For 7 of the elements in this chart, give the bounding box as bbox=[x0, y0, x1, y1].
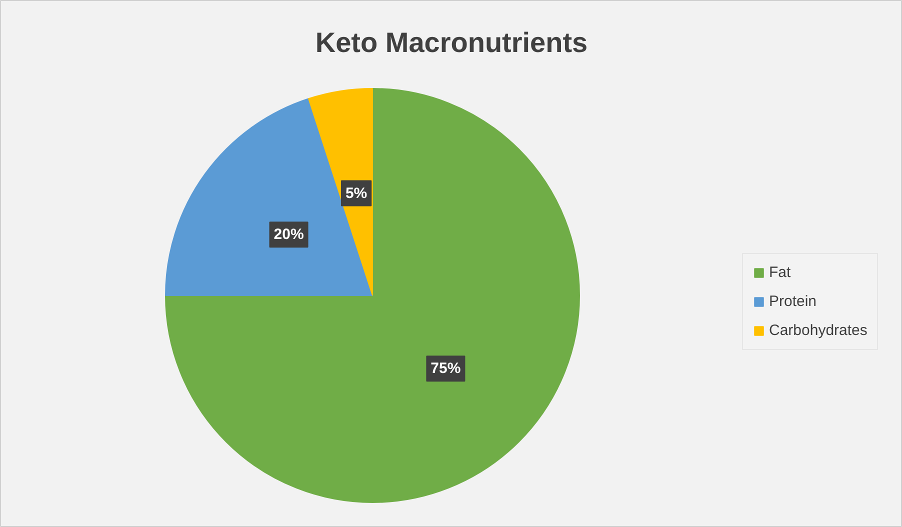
data-label: 20% bbox=[274, 226, 304, 244]
chart-title: Keto Macronutrients bbox=[315, 27, 588, 58]
legend-label: Protein bbox=[769, 293, 817, 310]
legend-label: Fat bbox=[769, 264, 791, 281]
legend-label: Carbohydrates bbox=[769, 322, 868, 339]
data-label: 5% bbox=[345, 184, 368, 202]
data-label: 75% bbox=[430, 360, 461, 378]
